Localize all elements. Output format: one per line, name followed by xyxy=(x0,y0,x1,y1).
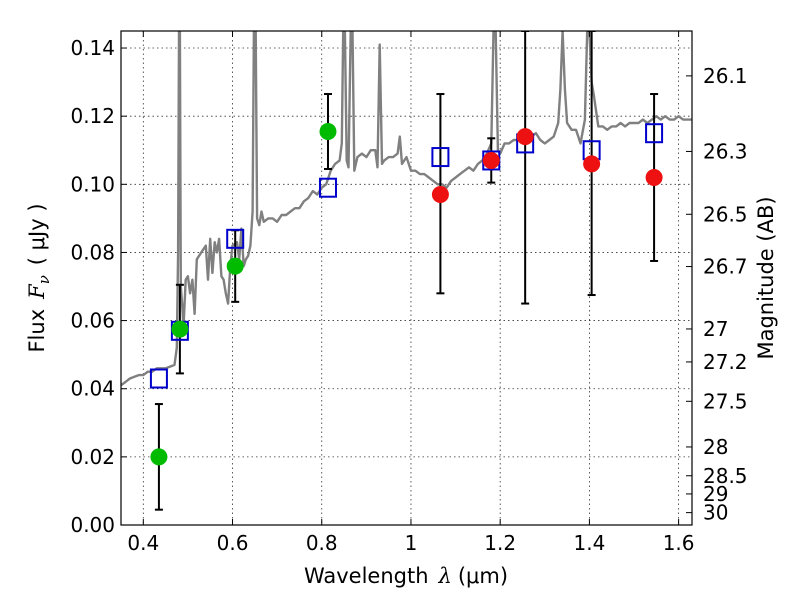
circle-layer xyxy=(150,123,663,466)
x-tick-label: 0.8 xyxy=(306,531,338,555)
upper-limit-point xyxy=(482,151,500,169)
detection-point xyxy=(150,448,168,466)
y-tick-label: 0.08 xyxy=(70,240,115,264)
y-tick-label: 0.00 xyxy=(70,513,115,537)
detection-point xyxy=(319,123,337,141)
mag-tick-label: 26.3 xyxy=(703,139,748,163)
mag-tick-label: 28.5 xyxy=(703,464,748,488)
ticks: 0.4 0.6 0.8 1 1.2 1.4 1.6 0.00 0.02 0.04 0.06 0.08 0… xyxy=(70,31,748,555)
mag-tick-label: 29 xyxy=(703,482,728,506)
upper-limit-point xyxy=(645,168,663,186)
mag-tick-label: 27.2 xyxy=(703,350,748,374)
x-tick-label: 0.6 xyxy=(217,531,249,555)
model-photometry-square xyxy=(226,228,245,249)
mag-tick-label: 26.7 xyxy=(703,255,748,279)
mag-tick-label: 27 xyxy=(703,317,728,341)
y2-axis-label: Magnitude (AB) xyxy=(754,196,778,359)
y-tick-label: 0.14 xyxy=(70,36,115,60)
spectrum-layer xyxy=(121,31,692,387)
model-photometry-square xyxy=(431,147,450,168)
x-tick-label: 1.2 xyxy=(484,531,516,555)
upper-limit-point xyxy=(431,186,449,204)
x-axis-label: Wavelength λ (μm) xyxy=(304,564,508,588)
model-photometry-square xyxy=(318,177,337,198)
x-tick-label: 1 xyxy=(405,531,418,555)
grid xyxy=(121,31,692,526)
upper-limit-point xyxy=(583,155,601,173)
model-photometry-square xyxy=(149,368,168,389)
detection-point xyxy=(226,257,244,275)
mag-tick-label: 26.5 xyxy=(703,202,748,226)
plot-frame xyxy=(120,30,693,526)
y-tick-label: 0.04 xyxy=(70,377,115,401)
y-tick-label: 0.10 xyxy=(70,172,115,196)
y-tick-label: 0.02 xyxy=(70,445,115,469)
y-tick-label: 0.06 xyxy=(70,309,115,333)
y-tick-label: 0.12 xyxy=(70,104,115,128)
y-axis-label: FluxFν( μJy ) xyxy=(25,203,53,352)
model-photometry-square xyxy=(645,123,664,144)
mag-tick-label: 30 xyxy=(703,501,728,525)
mag-tick-label: 28 xyxy=(703,435,728,459)
x-tick-label: 1.6 xyxy=(663,531,695,555)
x-tick-label: 0.4 xyxy=(127,531,159,555)
spectrum-line xyxy=(121,31,692,387)
mag-tick-label: 26.1 xyxy=(703,64,748,88)
mag-tick-label: 27.5 xyxy=(703,389,748,413)
x-tick-label: 1.4 xyxy=(573,531,605,555)
detection-point xyxy=(171,320,189,338)
upper-limit-point xyxy=(516,128,534,146)
